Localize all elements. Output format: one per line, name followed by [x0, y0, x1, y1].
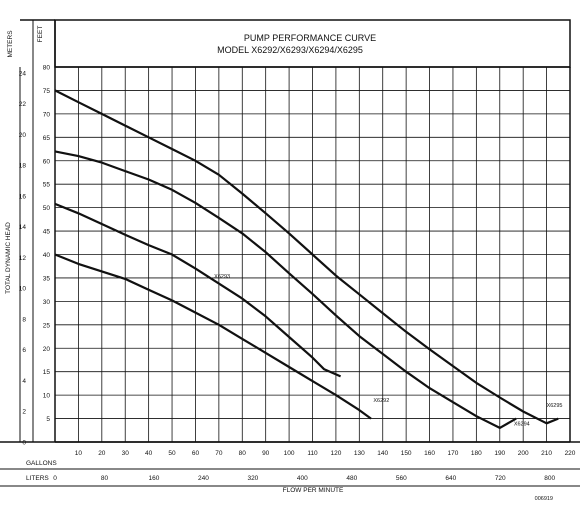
metre-tick-label: 20	[19, 132, 27, 139]
feet-tick-label: 45	[43, 229, 51, 236]
series-label-x6293: X6293	[214, 274, 230, 280]
liter-tick-label: 160	[149, 475, 160, 482]
liter-tick-label: 640	[445, 475, 456, 482]
series-labels: X6292 X6293 X6294 X6295	[214, 274, 562, 428]
gallon-tick-label: 130	[354, 450, 365, 457]
metre-tick-label: 14	[19, 224, 27, 231]
metre-tick-label: 6	[22, 347, 26, 354]
metre-tick-label: 10	[19, 286, 27, 293]
metre-tick-label: 22	[19, 101, 27, 108]
liter-tick-label: 0	[53, 475, 57, 482]
metre-tick-label: 12	[19, 255, 27, 262]
x-unit-gallons: GALLONS	[26, 460, 57, 467]
gallon-tick-label: 40	[145, 450, 153, 457]
feet-tick-label: 35	[43, 275, 51, 282]
feet-tick-label: 20	[43, 346, 51, 353]
metre-tick-label: 8	[22, 316, 26, 323]
series-label-x6295: X6295	[547, 403, 563, 409]
gallon-tick-label: 30	[122, 450, 130, 457]
chart-title: PUMP PERFORMANCE CURVE	[244, 33, 376, 43]
series-label-x6294: X6294	[514, 422, 530, 428]
metre-tick-label: 24	[19, 70, 27, 77]
gallon-tick-label: 190	[494, 450, 505, 457]
tick-labels: 5101520253035404550556065707580024681012…	[19, 65, 576, 483]
y-unit-metres: METERS	[7, 30, 14, 58]
y-axis-label: TOTAL DYNAMIC HEAD	[5, 222, 12, 294]
liter-tick-label: 720	[495, 475, 506, 482]
liter-tick-label: 560	[396, 475, 407, 482]
y-unit-feet: FEET	[37, 26, 44, 43]
feet-tick-label: 40	[43, 252, 51, 259]
liter-tick-label: 400	[297, 475, 308, 482]
feet-tick-label: 50	[43, 205, 51, 212]
liter-tick-label: 320	[247, 475, 258, 482]
gallon-tick-label: 10	[75, 450, 83, 457]
feet-tick-label: 80	[43, 65, 51, 72]
metre-tick-label: 4	[22, 378, 26, 385]
liter-tick-label: 80	[101, 475, 109, 482]
gallon-tick-label: 70	[215, 450, 223, 457]
gallon-tick-label: 60	[192, 450, 200, 457]
feet-tick-label: 55	[43, 182, 51, 189]
gallon-tick-label: 180	[471, 450, 482, 457]
gallon-tick-label: 220	[565, 450, 576, 457]
feet-tick-label: 30	[43, 299, 51, 306]
series-line-x6295	[54, 89, 559, 425]
grid	[0, 19, 580, 487]
chart-subtitle: MODEL X6292/X6293/X6294/X6295	[217, 45, 363, 55]
gallon-tick-label: 20	[98, 450, 106, 457]
liter-tick-label: 800	[544, 475, 555, 482]
series-line-x6294	[54, 150, 517, 429]
feet-tick-label: 70	[43, 111, 51, 118]
gallon-tick-label: 150	[401, 450, 412, 457]
feet-tick-label: 75	[43, 88, 51, 95]
metre-tick-label: 18	[19, 163, 27, 170]
x-unit-liters: LITERS	[26, 475, 49, 482]
series-label-x6292: X6292	[373, 398, 389, 404]
gallon-tick-label: 210	[541, 450, 552, 457]
liter-tick-label: 480	[346, 475, 357, 482]
title-box	[54, 19, 571, 68]
metre-tick-label: 2	[22, 409, 26, 416]
metre-tick-label: 0	[22, 440, 26, 447]
feet-tick-label: 5	[46, 416, 50, 423]
liter-tick-label: 240	[198, 475, 209, 482]
gallon-tick-label: 200	[518, 450, 529, 457]
gallon-tick-label: 170	[448, 450, 459, 457]
gallon-tick-label: 80	[239, 450, 247, 457]
feet-tick-label: 65	[43, 135, 51, 142]
gallon-tick-label: 120	[330, 450, 341, 457]
gallon-tick-label: 140	[377, 450, 388, 457]
feet-tick-label: 60	[43, 158, 51, 165]
feet-tick-label: 25	[43, 322, 51, 329]
feet-tick-label: 10	[43, 393, 51, 400]
gallon-tick-label: 50	[168, 450, 176, 457]
x-axis-label: FLOW PER MINUTE	[283, 487, 344, 494]
series-line-x6292	[54, 253, 372, 420]
series-line-x6293	[54, 202, 342, 378]
metre-tick-label: 16	[19, 193, 27, 200]
series-lines	[54, 89, 559, 429]
gallon-tick-label: 110	[307, 450, 318, 457]
figure-code: 006919	[535, 496, 553, 502]
feet-tick-label: 15	[43, 369, 51, 376]
gallon-tick-label: 100	[284, 450, 295, 457]
gallon-tick-label: 160	[424, 450, 435, 457]
gallon-tick-label: 90	[262, 450, 270, 457]
